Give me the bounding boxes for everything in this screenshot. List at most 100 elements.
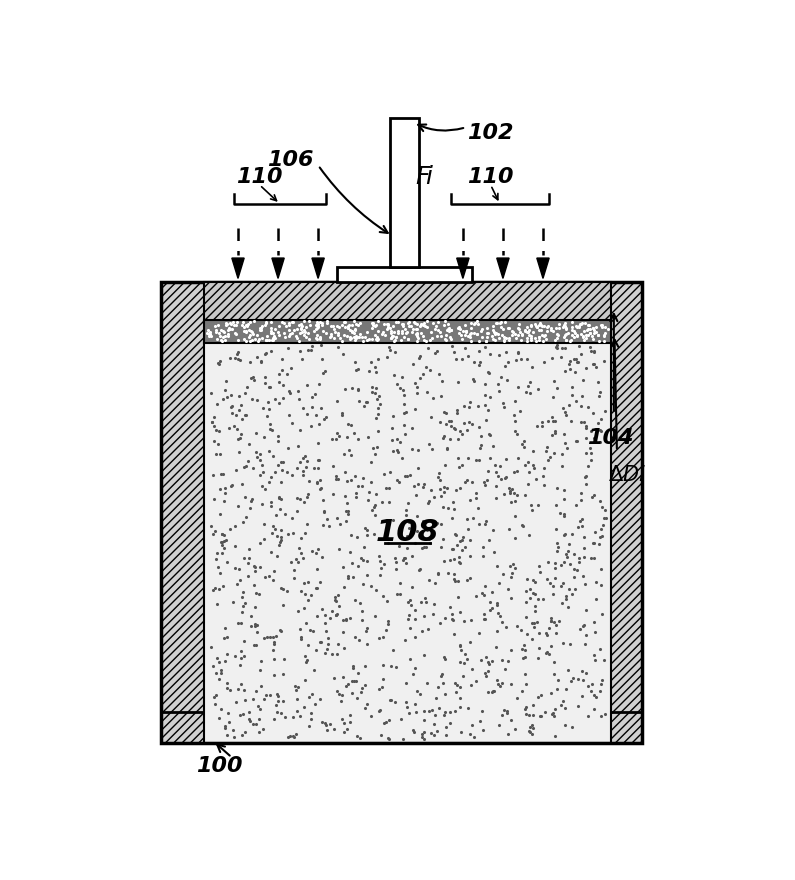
Point [370,334,383,348]
Point [512,379,525,393]
Point [363,485,375,499]
Point [292,605,304,619]
Point [496,321,509,335]
Point [573,317,586,331]
Bar [161,282,204,743]
Point [523,708,536,722]
Point [406,722,419,737]
Point [255,355,268,369]
Point [382,536,394,550]
Point [515,326,528,341]
Point [351,559,364,573]
Point [294,317,307,331]
Point [592,389,605,403]
Point [402,515,415,529]
Point [245,495,258,509]
Point [332,588,344,602]
Point [443,414,456,429]
Point [312,461,324,475]
Point [436,374,448,388]
Point [274,535,287,549]
Point [475,429,487,444]
Point [215,334,227,348]
Point [207,690,220,704]
Point [382,319,394,333]
Point [317,504,330,518]
Point [222,329,235,343]
Point [210,332,223,346]
Point [452,320,464,334]
Point [414,348,427,363]
Point [217,495,230,509]
Point [238,634,250,648]
Point [304,623,316,637]
Bar [161,282,642,743]
Point [305,400,318,414]
Point [549,702,561,716]
Point [351,729,363,743]
Point [420,360,432,374]
Point [260,316,273,330]
Point [534,317,547,331]
Point [305,420,318,434]
Point [316,493,329,507]
Point [440,406,452,420]
Point [273,490,286,504]
Point [344,473,357,487]
Point [250,717,262,731]
Point [452,460,465,474]
Point [524,375,537,389]
Point [418,319,431,333]
Point [403,319,416,334]
Point [380,594,393,608]
Point [559,700,572,715]
Point [374,561,387,576]
Point [560,408,572,422]
Point [494,319,507,334]
Point [336,670,349,684]
Point [350,486,363,500]
Point [287,709,300,723]
Point [425,442,438,456]
Point [311,542,324,556]
Point [588,488,600,502]
Point [240,407,253,422]
Point [369,411,382,425]
Point [464,326,477,341]
Point [376,325,389,339]
Point [479,666,491,680]
Point [328,671,340,686]
Point [351,330,363,344]
Point [305,342,318,356]
Point [381,321,394,335]
Point [335,712,348,726]
Point [530,615,543,629]
Point [519,385,532,400]
Point [233,430,246,444]
Point [428,716,440,730]
Point [495,328,508,342]
Point [242,317,254,331]
Point [568,582,581,596]
Point [469,316,482,330]
Point [250,450,263,464]
Point [456,352,469,366]
Point [541,452,554,466]
Point [517,518,529,532]
Point [532,650,545,664]
Point [399,427,412,441]
Point [525,329,537,343]
Point [216,579,229,593]
Point [250,392,263,407]
Point [372,389,385,403]
Point [549,341,562,355]
Point [387,368,400,382]
Point [406,325,419,339]
Point [479,340,491,354]
Point [443,324,456,338]
Point [456,325,469,339]
Point [210,447,223,461]
Point [557,554,570,568]
Point [219,532,232,546]
Point [516,642,529,656]
